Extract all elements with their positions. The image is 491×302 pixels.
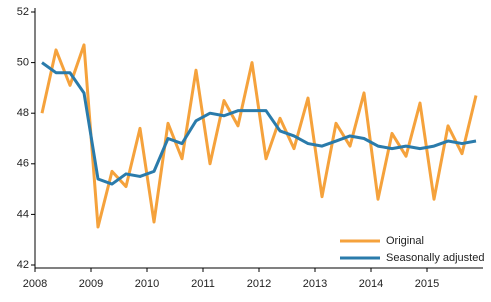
y-tick-label: 44 <box>17 208 29 220</box>
y-tick-label: 52 <box>17 6 29 18</box>
line-series <box>41 61 477 186</box>
x-tick-label: 2010 <box>135 278 159 290</box>
x-tick-label: 2009 <box>79 278 103 290</box>
x-tick-label: 2014 <box>359 278 383 290</box>
x-tick-label: 2008 <box>23 278 47 290</box>
x-tick-label: 2012 <box>247 278 271 290</box>
x-tick-label: 2013 <box>303 278 327 290</box>
legend-label: Seasonally adjusted <box>386 252 484 264</box>
y-tick-label: 50 <box>17 57 29 69</box>
x-tick-label: 2011 <box>191 278 215 290</box>
legend-label: Original <box>386 235 424 247</box>
y-tick-label: 48 <box>17 107 29 119</box>
x-tick-label: 2015 <box>415 278 439 290</box>
line-series <box>40 43 478 229</box>
y-tick-label: 46 <box>17 158 29 170</box>
y-tick-label: 42 <box>17 259 29 271</box>
